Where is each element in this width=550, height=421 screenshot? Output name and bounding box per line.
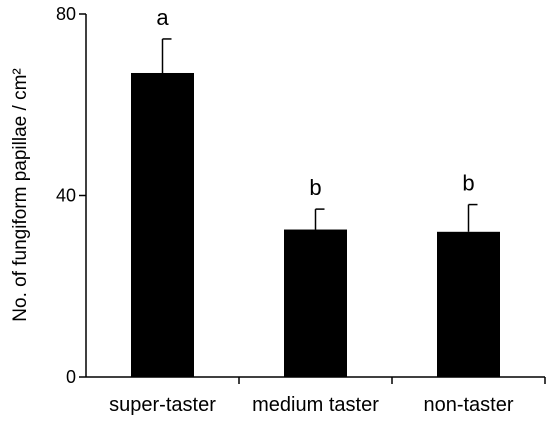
bar xyxy=(131,72,194,378)
y-tick-label: 80 xyxy=(56,4,76,24)
error-bars xyxy=(161,38,478,232)
category-label: super-taster xyxy=(109,394,216,416)
category-label: non-taster xyxy=(423,394,513,416)
bars xyxy=(131,72,500,378)
significance-letter: b xyxy=(309,175,321,200)
x-ticks xyxy=(238,377,546,384)
y-axis-title: No. of fungiform papillae / cm² xyxy=(10,68,31,321)
y-tick-label: 0 xyxy=(66,367,76,387)
bar xyxy=(437,231,500,377)
category-labels: super-taster medium taster non-taster xyxy=(109,394,514,416)
significance-letter: a xyxy=(156,5,169,30)
significance-labels: a b b xyxy=(156,5,474,200)
significance-letter: b xyxy=(462,171,474,196)
category-label: medium taster xyxy=(252,394,379,416)
bar xyxy=(284,229,347,377)
y-ticks: 0 40 80 xyxy=(56,4,86,387)
y-tick-label: 40 xyxy=(56,186,76,206)
